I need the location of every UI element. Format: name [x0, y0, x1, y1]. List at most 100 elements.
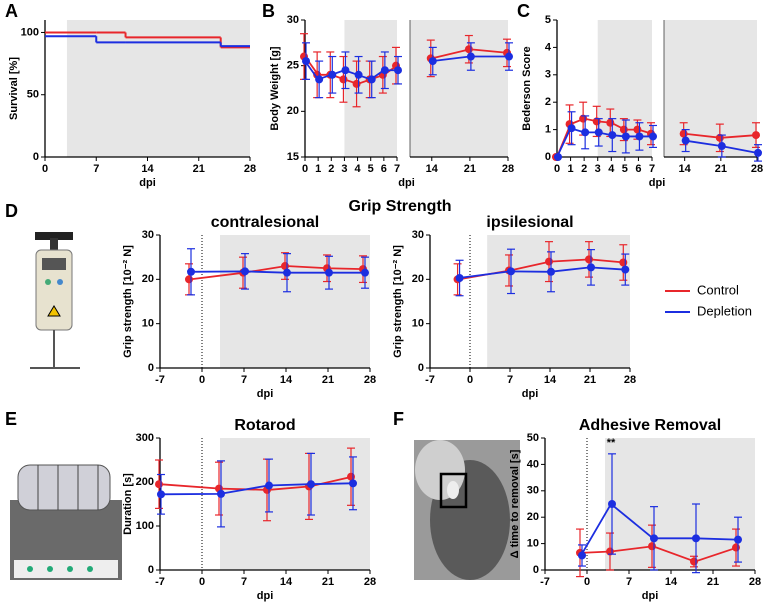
data-point	[545, 257, 553, 266]
y-axis-label: Bederson Score	[521, 46, 533, 130]
x-tick-label: 4	[608, 163, 615, 175]
y-axis-label: Grip strength [10⁻² N]	[392, 245, 404, 358]
x-tick-label: 2	[581, 163, 587, 175]
x-tick-label: 21	[584, 374, 596, 386]
data-point	[185, 275, 193, 284]
y-tick-label: 10	[412, 318, 424, 330]
x-tick-label: 28	[502, 163, 514, 175]
x-tick-label: 14	[679, 163, 692, 175]
panel-label: C	[517, 1, 530, 21]
y-tick-label: 4	[545, 41, 552, 53]
x-tick-label: -7	[155, 374, 165, 386]
y-tick-label: 30	[287, 14, 299, 26]
data-point	[648, 542, 656, 551]
data-point	[241, 267, 249, 276]
x-tick-label: 21	[715, 163, 727, 175]
x-tick-label: -7	[540, 576, 550, 588]
panel: 0 1 2 3 4 5 6 7 14 21 28 15 20 25 30 dpi Body Weight [g]…	[262, 1, 514, 189]
data-point	[585, 255, 593, 264]
data-point	[619, 125, 628, 134]
y-tick-label: 15	[287, 151, 299, 163]
x-axis-label: dpi	[257, 590, 274, 602]
y-tick-label: 0	[545, 151, 551, 163]
y-tick-label: 5	[545, 14, 551, 26]
legend: Control Depletion	[665, 282, 752, 318]
x-tick-label: 14	[544, 374, 557, 386]
x-tick-label: 0	[42, 163, 48, 175]
x-tick-label: 4	[355, 163, 362, 175]
data-point	[633, 125, 642, 134]
data-point	[717, 142, 726, 151]
y-tick-label: 10	[527, 538, 539, 550]
x-tick-label: 7	[626, 576, 632, 588]
y-axis-label: Survival [%]	[8, 57, 20, 120]
x-tick-label: 7	[649, 163, 655, 175]
x-tick-label: 21	[464, 163, 476, 175]
shaded-region	[66, 20, 250, 157]
data-point	[690, 557, 698, 566]
data-point	[302, 57, 310, 66]
shaded-region	[410, 20, 508, 157]
x-tick-label: 14	[665, 576, 678, 588]
data-point	[752, 131, 760, 140]
shaded-region	[220, 235, 370, 368]
data-point	[265, 481, 273, 490]
y-tick-label: 30	[412, 229, 424, 241]
y-tick-label: 0	[533, 564, 539, 576]
data-point	[325, 268, 333, 277]
legend-label: Depletion	[697, 303, 752, 318]
x-tick-label: -7	[425, 374, 435, 386]
y-tick-label: 25	[287, 60, 299, 72]
data-point	[380, 66, 389, 75]
chart-title: Rotarod	[234, 417, 295, 434]
x-tick-label: 6	[635, 163, 641, 175]
data-point	[507, 267, 515, 276]
x-tick-label: 0	[554, 163, 560, 175]
y-tick-label: 200	[136, 476, 154, 488]
x-tick-label: 3	[341, 163, 347, 175]
x-tick-label: 1	[315, 163, 321, 175]
data-point	[367, 75, 376, 84]
y-tick-label: 20	[412, 273, 424, 285]
data-point	[157, 490, 165, 499]
x-axis-label: dpi	[649, 177, 666, 189]
panel-label: E	[5, 409, 17, 429]
x-tick-label: 7	[241, 576, 247, 588]
x-tick-label: 0	[199, 576, 205, 588]
x-tick-label: 14	[280, 374, 293, 386]
x-tick-label: -7	[155, 576, 165, 588]
panel-label: B	[262, 1, 275, 21]
y-tick-label: 50	[527, 432, 539, 444]
data-point	[635, 132, 644, 141]
y-tick-label: 40	[527, 458, 539, 470]
data-point	[754, 148, 762, 157]
x-tick-label: 21	[707, 576, 719, 588]
y-tick-label: 0	[418, 362, 424, 374]
data-point	[455, 274, 464, 283]
data-point	[587, 263, 595, 272]
y-tick-label: 300	[136, 432, 154, 444]
data-point	[650, 534, 658, 543]
data-point	[621, 265, 630, 274]
x-tick-label: 28	[364, 374, 376, 386]
y-tick-label: 10	[142, 318, 154, 330]
annotation: **	[607, 437, 616, 449]
y-tick-label: 0	[33, 151, 39, 163]
data-point	[394, 66, 402, 75]
x-tick-label: 28	[364, 576, 376, 588]
data-point	[732, 543, 740, 552]
x-tick-label: 28	[751, 163, 763, 175]
y-tick-label: 3	[545, 69, 551, 81]
data-point	[352, 79, 361, 88]
x-tick-label: 1	[568, 163, 574, 175]
panel-label: D	[5, 201, 18, 221]
shaded-region	[220, 438, 370, 570]
y-tick-label: 1	[545, 124, 551, 136]
y-tick-label: 30	[527, 485, 539, 497]
data-point	[354, 70, 363, 79]
data-point	[692, 534, 700, 543]
y-tick-label: 2	[545, 96, 551, 108]
